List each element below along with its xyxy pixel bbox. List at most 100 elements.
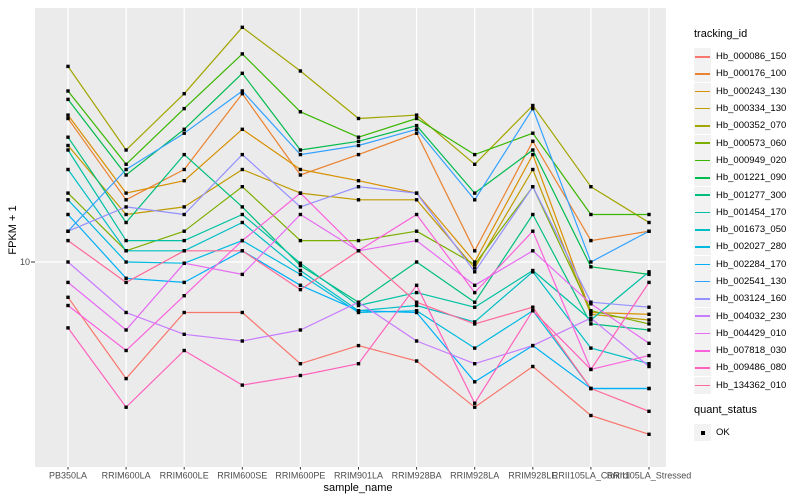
data-point — [589, 302, 593, 306]
legend-item: Hb_007818_030 — [694, 342, 798, 360]
data-point — [298, 263, 303, 268]
series-points-Hb_000573_060 — [66, 185, 651, 326]
data-point — [589, 309, 593, 313]
legend-item-label: OK — [716, 427, 730, 439]
data-point — [473, 362, 477, 366]
data-point — [124, 280, 128, 285]
data-point — [298, 69, 303, 73]
data-point — [240, 238, 244, 243]
data-point — [66, 97, 70, 102]
data-point — [473, 191, 477, 195]
legend-item-label: Hb_004032_230 — [716, 310, 787, 322]
data-point — [473, 270, 477, 274]
data-point — [124, 328, 128, 332]
data-point — [182, 212, 186, 217]
data-point — [298, 362, 303, 366]
data-point — [182, 280, 186, 285]
legend-item: Hb_000176_100 — [694, 65, 798, 83]
data-point — [531, 229, 535, 233]
series-points-Hb_134362_010 — [66, 238, 651, 413]
data-point — [589, 312, 593, 316]
legend-item-ok: OK — [694, 424, 798, 442]
data-point — [531, 103, 535, 108]
legend-item-label: Hb_007818_030 — [716, 345, 787, 357]
series-points-Hb_004429_010 — [66, 212, 651, 345]
data-point — [124, 276, 128, 280]
data-point — [589, 318, 593, 322]
line-swatch-icon — [694, 273, 711, 290]
data-point — [356, 249, 361, 253]
data-point — [414, 191, 419, 195]
data-point — [124, 167, 128, 172]
data-point — [66, 238, 70, 243]
data-point — [647, 362, 651, 366]
data-point — [647, 270, 651, 274]
data-point — [356, 116, 361, 121]
line-swatch-icon — [694, 48, 711, 66]
line-swatch-icon — [694, 100, 711, 118]
line-swatch-icon — [694, 238, 711, 256]
data-point — [414, 131, 419, 135]
legend-item: Hb_002541_130 — [694, 273, 798, 290]
data-point — [182, 229, 186, 233]
legend-item-label: Hb_002027_280 — [716, 241, 787, 253]
data-point — [240, 383, 244, 387]
data-point — [531, 212, 535, 217]
data-point — [66, 113, 70, 117]
legend-item-label: Hb_009486_080 — [716, 362, 787, 374]
data-point — [414, 283, 419, 287]
data-point — [240, 220, 244, 225]
data-point — [298, 272, 303, 277]
data-point — [473, 322, 477, 326]
line-swatch-icon — [694, 151, 711, 169]
y-tick-label: 10 — [19, 256, 30, 267]
data-point — [182, 152, 186, 157]
data-point — [240, 127, 244, 131]
y-axis-title: FPKM + 1 — [7, 205, 19, 255]
data-point — [473, 266, 477, 270]
legend-item: Hb_002027_280 — [694, 238, 798, 256]
data-point — [473, 405, 477, 409]
data-point — [356, 309, 361, 313]
data-point — [356, 362, 361, 366]
line-swatch-icon — [694, 117, 711, 135]
data-point — [531, 185, 535, 189]
legend-item: Hb_003124_160 — [694, 290, 798, 308]
data-point — [356, 310, 361, 315]
ok-point-key-icon — [694, 424, 711, 442]
legend-title-tracking-id: tracking_id — [694, 28, 748, 40]
data-point — [124, 198, 128, 202]
data-point — [647, 432, 651, 436]
data-point — [298, 268, 303, 273]
data-point — [124, 238, 128, 243]
data-point — [66, 143, 70, 148]
line-swatch-icon — [694, 324, 711, 342]
legend-item-label: Hb_000352_070 — [716, 120, 787, 132]
x-tick-label: RRIM928LA — [450, 471, 499, 481]
data-point — [182, 179, 186, 183]
data-point — [66, 64, 70, 69]
data-point — [124, 162, 128, 166]
legend-item-label: Hb_000243_130 — [716, 85, 787, 97]
data-point — [182, 310, 186, 315]
legend-item-label: Hb_000334_130 — [716, 103, 787, 115]
data-point — [182, 261, 186, 265]
data-point — [414, 310, 419, 315]
data-point — [182, 238, 186, 243]
legend-item: Hb_000949_020 — [694, 151, 798, 169]
x-axis-title: sample_name — [323, 482, 393, 494]
data-point — [531, 309, 535, 313]
data-point — [66, 212, 70, 217]
data-point — [182, 332, 186, 336]
data-point — [531, 305, 535, 309]
data-point — [647, 386, 651, 391]
legend-item: Hb_001673_050 — [694, 221, 798, 239]
line-swatch-icon — [694, 290, 711, 308]
data-point — [356, 139, 361, 143]
legend-item-label: Hb_001221_090 — [716, 172, 787, 184]
data-point — [124, 148, 128, 152]
line-swatch-icon — [694, 65, 711, 83]
data-point — [414, 116, 419, 121]
data-point — [356, 343, 361, 348]
data-point — [414, 339, 419, 343]
